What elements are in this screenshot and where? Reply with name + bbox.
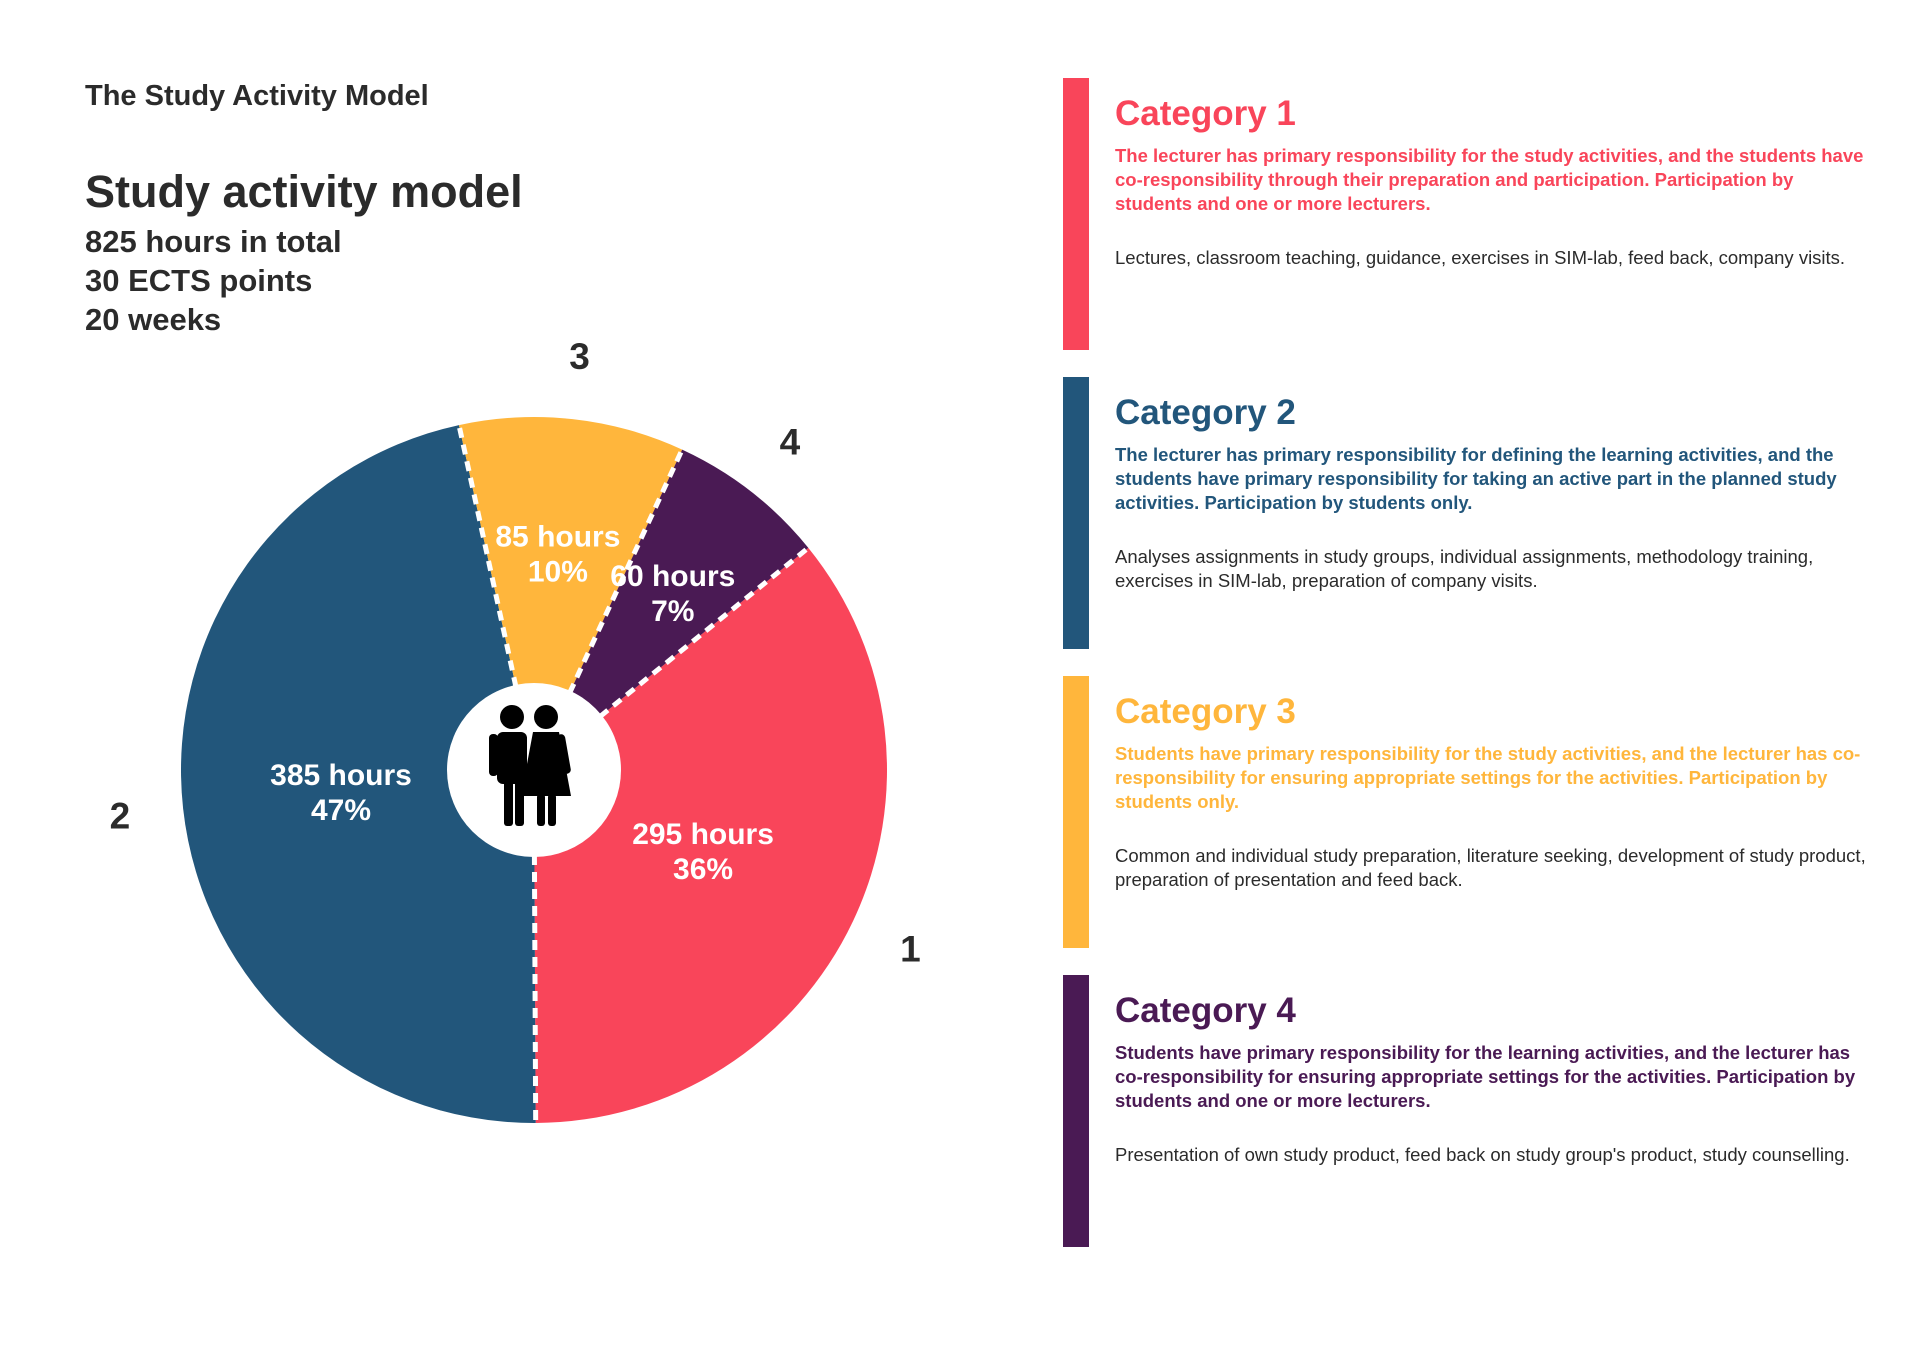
category-2-card: Category 2 The lecturer has primary resp… <box>1063 377 1883 649</box>
category-4-activities: Presentation of own study product, feed … <box>1115 1144 1850 1165</box>
slice-3-hours-label: 85 hours <box>495 520 620 553</box>
category-1-color-bar <box>1063 78 1089 350</box>
pie-slice-1 <box>534 547 887 1123</box>
pie-slices <box>181 417 887 1123</box>
slice-2-number: 2 <box>110 796 131 837</box>
category-3-activities: Common and individual study preparation,… <box>1115 845 1866 890</box>
pie-slice-3 <box>458 417 683 770</box>
people-icon <box>489 705 571 826</box>
slice-4-percent-label: 7% <box>651 595 694 628</box>
category-4-card: Category 4 Students have primary respons… <box>1063 975 1883 1247</box>
slice-3-percent-label: 10% <box>528 555 588 588</box>
category-4-responsibility: Students have primary responsibility for… <box>1115 1042 1856 1111</box>
category-2-color-bar <box>1063 377 1089 649</box>
model-heading: Study activity model <box>85 166 523 217</box>
category-3-responsibility: Students have primary responsibility for… <box>1115 743 1861 812</box>
slice-3-number: 3 <box>569 336 590 377</box>
category-4-title: Category 4 <box>1115 991 1296 1030</box>
model-summary: 825 hours in total 30 ECTS points 20 wee… <box>85 222 342 339</box>
slice-1-hours-label: 295 hours <box>632 818 774 851</box>
slice-4-hours-label: 60 hours <box>610 560 735 593</box>
pie-slice-4 <box>534 449 809 770</box>
slice-1-percent-label: 36% <box>673 853 733 886</box>
slice-1-number: 1 <box>900 928 921 969</box>
category-4-color-bar <box>1063 975 1089 1247</box>
duration-weeks: 20 weeks <box>85 302 222 337</box>
slice-4-number: 4 <box>780 421 801 462</box>
slice-2-percent-label: 47% <box>311 794 371 827</box>
category-2-responsibility: The lecturer has primary responsibility … <box>1115 444 1837 513</box>
category-2-title: Category 2 <box>1115 393 1296 432</box>
category-3-color-bar <box>1063 676 1089 948</box>
category-1-card: Category 1 The lecturer has primary resp… <box>1063 78 1883 350</box>
center-badge <box>447 683 621 857</box>
slice-2-hours-label: 385 hours <box>270 759 412 792</box>
category-1-responsibility: The lecturer has primary responsibility … <box>1115 145 1864 214</box>
category-3-title: Category 3 <box>1115 692 1296 731</box>
slice-numbers: 1 2 3 4 <box>110 336 921 969</box>
category-3-card: Category 3 Students have primary respons… <box>1063 676 1883 948</box>
category-2-activities: Analyses assignments in study groups, in… <box>1115 546 1814 591</box>
total-hours: 825 hours in total <box>85 224 342 259</box>
page-title: The Study Activity Model <box>85 80 429 112</box>
ects-points: 30 ECTS points <box>85 263 313 298</box>
category-1-title: Category 1 <box>1115 94 1296 133</box>
category-1-activities: Lectures, classroom teaching, guidance, … <box>1115 247 1846 268</box>
pie-slice-2 <box>181 425 536 1123</box>
